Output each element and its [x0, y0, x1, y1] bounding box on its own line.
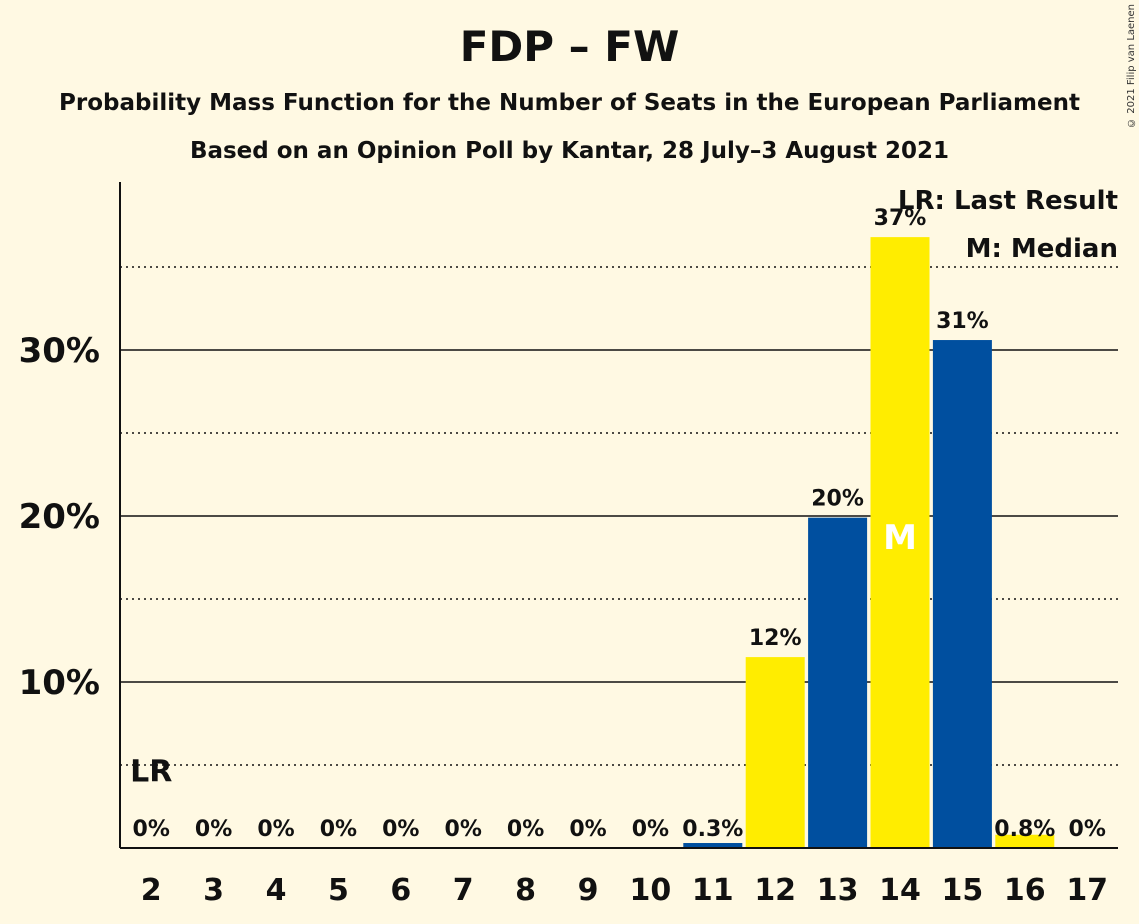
x-tick-label: 10 [630, 873, 672, 908]
data-label: 0% [1069, 817, 1106, 842]
bar-seats-15 [932, 340, 992, 848]
data-label: 0% [133, 817, 170, 842]
x-tick-label: 2 [141, 873, 162, 908]
chart-subtitle-poll: Based on an Opinion Poll by Kantar, 28 J… [189, 138, 950, 164]
y-tick-label: 10% [19, 663, 100, 703]
bar-seats-13 [808, 517, 868, 848]
data-label: 20% [811, 487, 864, 512]
data-label: 0% [257, 817, 294, 842]
chart-title: FDP – FW [459, 22, 680, 71]
y-tick-label: 20% [19, 497, 100, 537]
bar-seats-14 [870, 237, 930, 848]
x-tick-label: 9 [578, 873, 599, 908]
data-label: 0% [632, 817, 669, 842]
x-tick-label: 15 [942, 873, 984, 908]
x-tick-labels: 2 3 4 5 6 7 8 9 10 11 12 13 14 15 16 17 [141, 873, 1108, 908]
legend-median: M: Median [966, 234, 1118, 264]
legend-last-result: LR: Last Result [898, 186, 1118, 216]
bar-seats-16 [995, 834, 1055, 848]
data-label: 0% [320, 817, 357, 842]
x-tick-label: 5 [328, 873, 349, 908]
x-tick-label: 3 [203, 873, 224, 908]
axes [119, 182, 1118, 849]
y-tick-labels: 10% 20% 30% [19, 331, 100, 703]
x-tick-label: 13 [817, 873, 859, 908]
data-label: 0% [195, 817, 232, 842]
x-tick-label: 14 [879, 873, 921, 908]
x-tick-label: 6 [390, 873, 411, 908]
data-label: 0% [507, 817, 544, 842]
x-tick-label: 7 [453, 873, 474, 908]
data-label: 31% [936, 309, 989, 334]
data-label: 0% [569, 817, 606, 842]
data-label: 0% [445, 817, 482, 842]
data-label: 0.3% [682, 817, 743, 842]
chart-subtitle: Probability Mass Function for the Number… [59, 90, 1080, 116]
data-label: 0.8% [994, 817, 1055, 842]
median-marker: M [883, 518, 917, 558]
data-label: 12% [749, 626, 802, 651]
x-tick-label: 4 [266, 873, 287, 908]
x-tick-label: 12 [754, 873, 796, 908]
bar-seats-12 [745, 657, 805, 848]
data-label: 37% [874, 206, 927, 231]
last-result-marker: LR [130, 755, 172, 790]
bar-seats-11 [683, 843, 743, 848]
bars [683, 237, 1055, 848]
y-tick-label: 30% [19, 331, 100, 371]
x-tick-label: 8 [515, 873, 536, 908]
x-tick-label: 17 [1066, 873, 1108, 908]
data-label: 0% [382, 817, 419, 842]
x-tick-label: 16 [1004, 873, 1046, 908]
x-tick-label: 11 [692, 873, 734, 908]
data-labels: 0% LR 0% 0% 0% 0% 0% 0% 0% 0% 0.3% 12% 20% 37% M 31% 0.8… [130, 206, 1106, 842]
